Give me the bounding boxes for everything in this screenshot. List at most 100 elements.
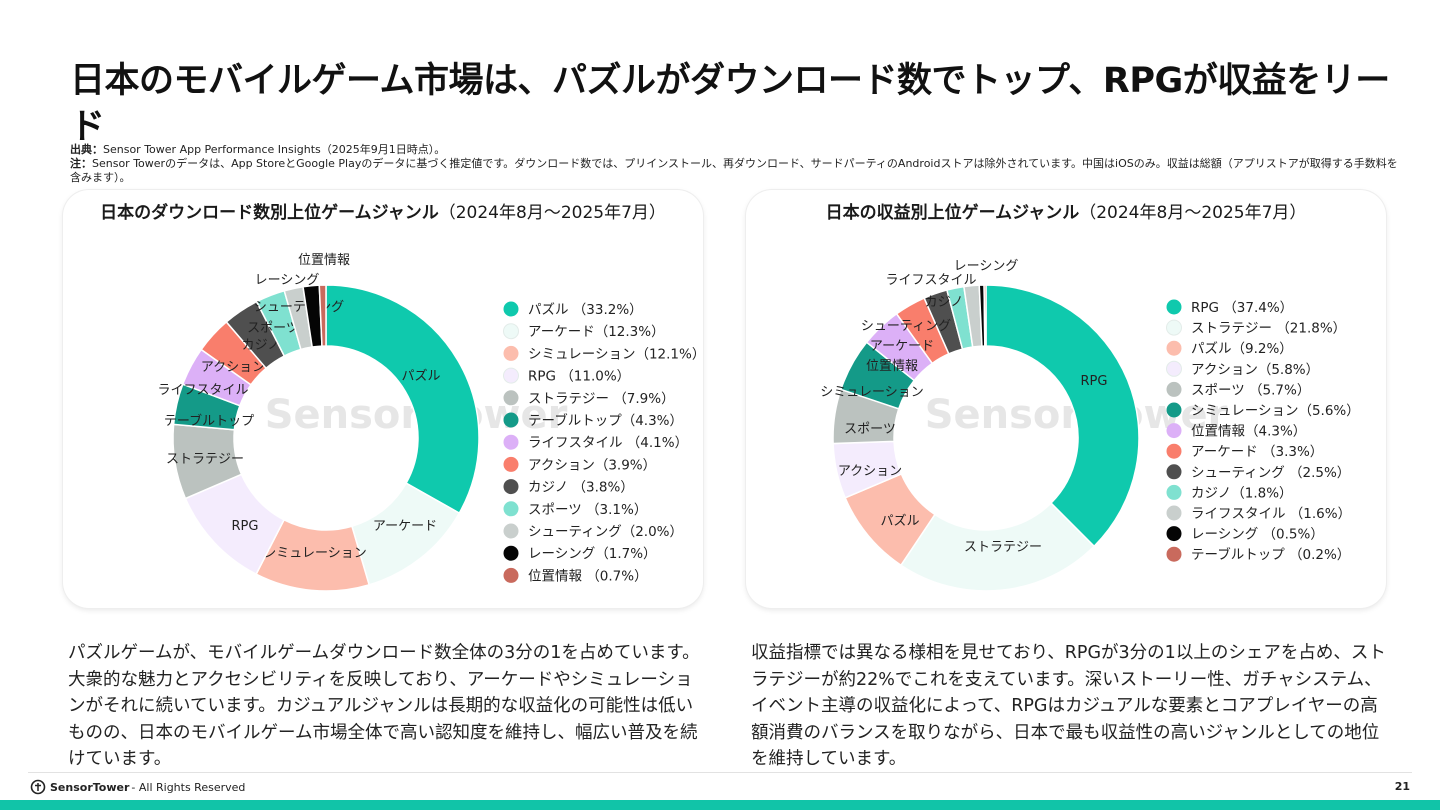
legend-item: アクション（5.8%） [1191, 362, 1319, 378]
legend-item: パズル（9.2%） [1191, 341, 1293, 357]
legend-item: カジノ （3.8%） [528, 480, 634, 496]
legend-swatch [503, 412, 519, 428]
slice-label: RPG [232, 519, 259, 534]
legend-item: シューティング（2.0%） [528, 524, 683, 540]
legend-swatch [1166, 360, 1182, 377]
legend-swatch [1166, 423, 1182, 439]
slice-label: RPG [1081, 374, 1108, 389]
legend-swatch [1166, 299, 1182, 315]
legend-swatch [503, 367, 519, 384]
legend-swatch [503, 345, 519, 361]
downloads-chart-panel: 日本のダウンロード数別上位ゲームジャンル（2024年8月〜2025年7月） Se… [63, 190, 703, 608]
legend-swatch [503, 567, 519, 583]
slice-label: 位置情報 [866, 359, 918, 374]
legend-swatch [1166, 505, 1182, 521]
slice-label: アーケード [870, 339, 934, 354]
legend-item: 位置情報 （0.7%） [528, 568, 648, 584]
slice-label: 位置情報 [298, 253, 350, 268]
slice-label: シミュレーション [820, 385, 923, 400]
downloads-chart-title-text: 日本のダウンロード数別上位ゲームジャンル [100, 203, 439, 223]
page-number: 21 [1394, 780, 1410, 793]
slice-label: パズル [880, 513, 919, 529]
legend-item: スポーツ （3.1%） [528, 502, 647, 518]
legend-item: スポーツ （5.7%） [1191, 382, 1310, 398]
legend-item: RPG （11.0%） [528, 369, 630, 385]
slice-label: アクション [201, 360, 265, 375]
legend-item: アクション（3.9%） [528, 457, 656, 473]
legend-item: レーシング（1.7%） [528, 546, 657, 562]
legend-item: シミュレーション（5.6%） [1191, 403, 1360, 419]
donut-slice [983, 284, 987, 347]
source-text: Sensor Tower App Performance Insights（20… [103, 143, 446, 156]
revenue-chart-subtitle: （2024年8月〜2025年7月） [1079, 203, 1307, 223]
slice-label: シミュレーション [263, 546, 366, 561]
downloads-chart-subtitle: （2024年8月〜2025年7月） [438, 203, 666, 223]
donut-slice [318, 284, 327, 347]
footer-brand: SensorTower [50, 780, 130, 794]
slice-label: カジノ [242, 338, 281, 353]
legend-swatch [1166, 546, 1182, 562]
legend-swatch [503, 323, 519, 340]
downloads-description: パズルゲームが、モバイルゲームダウンロード数全体の3分の1を占めています。大衆的… [68, 643, 700, 769]
slice-label: ライフスタイル [157, 383, 248, 398]
source-notes: 出典：Sensor Tower App Performance Insights… [70, 143, 1400, 185]
legend-item: シミュレーション（12.1%） [528, 346, 703, 362]
slice-label: レーシング [954, 259, 1019, 274]
legend-item: レーシング （0.5%） [1191, 527, 1324, 543]
legend-item: RPG （37.4%） [1191, 300, 1293, 316]
footer-divider [28, 772, 1412, 773]
legend-item: ストラテジー （21.8%） [1191, 321, 1346, 337]
footer-rights: - All Rights Reserved [131, 780, 246, 794]
legend-swatch [1166, 464, 1182, 480]
legend-item: ライフスタイル （1.6%） [1191, 506, 1351, 522]
legend-swatch [1166, 381, 1182, 397]
legend-item: テーブルトップ （0.2%） [1191, 546, 1350, 563]
sensortower-logo-icon [30, 779, 46, 795]
legend-swatch [503, 390, 519, 406]
legend-item: ストラテジー （7.9%） [528, 391, 675, 407]
source-label: 出典： [70, 143, 103, 156]
legend-swatch [1166, 443, 1182, 459]
slice-label: ストラテジー [964, 540, 1042, 555]
slice-label: アクション [838, 464, 902, 479]
revenue-chart-title: 日本の収益別上位ゲームジャンル（2024年8月〜2025年7月） [746, 198, 1386, 223]
legend-item: ライフスタイル （4.1%） [528, 435, 688, 451]
bottom-accent-bar [0, 800, 1440, 810]
slice-label: スポーツ [844, 422, 896, 437]
slice-label: カジノ [925, 295, 964, 310]
legend-item: カジノ（1.8%） [1191, 485, 1293, 501]
slice-label: ストラテジー [166, 452, 244, 467]
downloads-chart-title: 日本のダウンロード数別上位ゲームジャンル（2024年8月〜2025年7月） [63, 198, 703, 223]
slice-label: シューティング [861, 319, 951, 334]
legend-swatch [1166, 526, 1182, 542]
footer-logo: SensorTower - All Rights Reserved [30, 778, 245, 796]
page-title: 日本のモバイルゲーム市場は、パズルがダウンロード数でトップ、RPGが収益をリード [70, 61, 1390, 147]
note-label: 注： [70, 157, 92, 170]
slice-label: スポーツ [247, 321, 299, 336]
slice-label: シューティング [254, 300, 344, 315]
legend-swatch [503, 301, 519, 317]
legend-swatch [503, 479, 519, 495]
slice-label: ライフスタイル [885, 273, 976, 288]
legend-swatch [503, 434, 519, 450]
legend-swatch [1166, 319, 1182, 336]
legend-item: パズル （33.2%） [528, 302, 643, 318]
legend-swatch [1166, 402, 1182, 418]
revenue-description: 収益指標では異なる様相を見せており、RPGが3分の1以上のシェアを占め、ストラテ… [751, 643, 1386, 769]
legend-item: テーブルトップ（4.3%） [528, 412, 683, 429]
donut-slice [899, 502, 1096, 592]
revenue-chart-panel: 日本の収益別上位ゲームジャンル（2024年8月〜2025年7月） Sensor … [746, 190, 1386, 608]
slice-label: パズル [401, 368, 440, 384]
donut-slice [325, 284, 480, 515]
slice-label: テーブルトップ [164, 413, 254, 429]
slice-label: アーケード [373, 519, 437, 534]
legend-item: アーケード （3.3%） [1191, 444, 1323, 460]
legend-item: アーケード（12.3%） [528, 324, 665, 340]
legend-swatch [503, 501, 519, 517]
legend-item: 位置情報（4.3%） [1191, 424, 1306, 440]
legend-swatch [503, 523, 519, 539]
donut-slice [985, 284, 1140, 548]
note-text: Sensor Towerのデータは、App StoreとGoogle Playの… [70, 157, 1398, 184]
